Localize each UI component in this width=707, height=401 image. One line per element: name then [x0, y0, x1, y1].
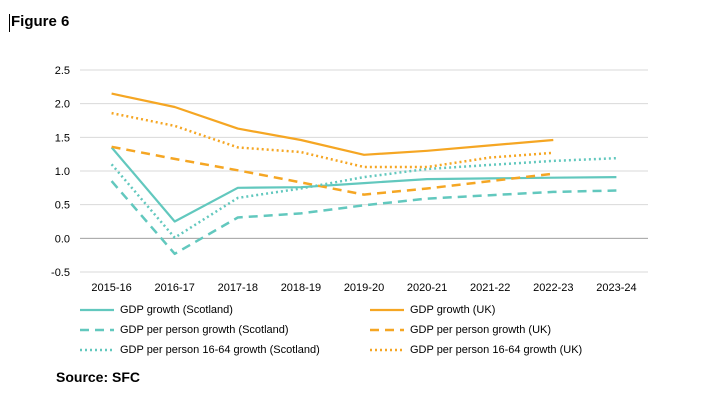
legend-swatch	[370, 308, 404, 312]
series-lines	[110, 92, 617, 256]
series-line-6	[111, 111, 554, 169]
legend-label: GDP growth (UK)	[410, 304, 496, 316]
legend-entry: GDP per person growth (UK)	[370, 323, 551, 337]
x-tick-label: 2016-17	[154, 282, 194, 294]
y-tick-label: -0.5	[51, 267, 70, 279]
y-tick-label: 1.0	[55, 166, 70, 178]
legend-entry: GDP growth (Scotland)	[80, 303, 233, 317]
x-tick-label: 2019-20	[344, 282, 384, 294]
source-note: Source: SFC	[56, 369, 141, 385]
gridlines	[80, 69, 648, 273]
legend-entry: GDP per person 16-64 growth (Scotland)	[80, 343, 320, 357]
x-tick-label: 2018-19	[281, 282, 321, 294]
y-tick-label: 0.0	[55, 233, 70, 245]
legend-swatch	[80, 348, 114, 352]
series-line-1	[110, 146, 617, 223]
legend-swatch	[370, 348, 404, 352]
y-tick-label: 0.5	[55, 200, 70, 212]
y-tick-label: 1.5	[55, 132, 70, 144]
legend-swatch	[80, 328, 114, 332]
legend-label: GDP per person growth (UK)	[410, 324, 552, 336]
text-cursor	[9, 14, 10, 32]
series-line-5	[110, 156, 617, 239]
y-tick-label: 2.5	[55, 65, 70, 77]
legend-label: GDP per person 16-64 growth (Scotland)	[120, 344, 320, 356]
x-tick-label: 2023-24	[596, 282, 636, 294]
x-tick-label: 2022-23	[533, 282, 573, 294]
legend-swatch	[80, 308, 114, 312]
legend-label: GDP per person growth (Scotland)	[120, 324, 289, 336]
series-line-2	[111, 92, 554, 156]
x-tick-label: 2021-22	[470, 282, 510, 294]
legend-entry: GDP per person 16-64 growth (UK)	[370, 343, 582, 357]
legend-swatch	[370, 328, 404, 332]
legend-label: GDP growth (Scotland)	[120, 304, 233, 316]
y-tick-label: 2.0	[55, 99, 70, 111]
legend-entry: GDP growth (UK)	[370, 303, 495, 317]
legend-entry: GDP per person growth (Scotland)	[80, 323, 289, 337]
x-tick-label: 2020-21	[407, 282, 447, 294]
axes: 2.5 2.0 1.5 1.0 0.5 0.0 -0.5 2015-16 2016-17 2017…	[51, 65, 648, 294]
legend-label: GDP per person 16-64 growth (UK)	[410, 344, 583, 356]
x-tick-label: 2017-18	[218, 282, 258, 294]
figure-title: Figure 6	[9, 13, 70, 32]
figure-title-text: Figure 6	[11, 13, 70, 30]
series-line-3	[110, 180, 617, 256]
line-chart: 2.5 2.0 1.5 1.0 0.5 0.0 -0.5 2015-16 2016-17 2017…	[51, 65, 648, 294]
x-tick-label: 2015-16	[91, 282, 131, 294]
